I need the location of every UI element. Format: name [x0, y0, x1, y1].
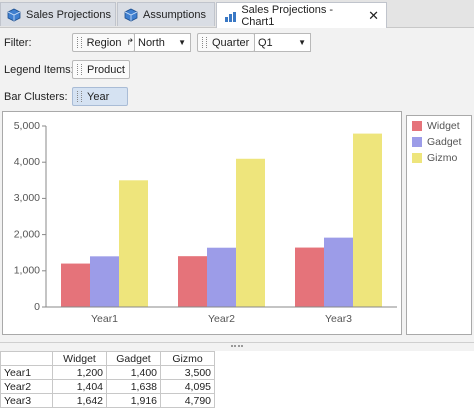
column-header: Gadget	[106, 351, 161, 366]
icon-bar	[233, 11, 236, 22]
splitter[interactable]	[0, 342, 474, 351]
quarter-value: Q1	[258, 36, 273, 49]
legend: Widget Gadget Gizmo	[412, 120, 462, 164]
legend-items-label: Legend Items:	[4, 64, 74, 76]
bar	[178, 256, 207, 307]
y-tick-label: 3,000	[14, 192, 40, 204]
table-cell: 1,404	[52, 379, 107, 394]
bar	[353, 133, 382, 307]
legend-label: Widget	[427, 120, 460, 132]
table-cell: 1,642	[52, 393, 107, 408]
table-cell: 4,095	[160, 379, 215, 394]
filter-label: Filter:	[4, 37, 32, 49]
table-cell: 1,638	[106, 379, 161, 394]
table-header-row: Widget Gadget Gizmo	[0, 351, 215, 366]
tab-label: Assumptions	[143, 8, 206, 21]
corner-cell	[0, 351, 53, 366]
cluster-field[interactable]: Year	[72, 87, 128, 106]
tab-label: Sales Projections - Chart1	[241, 3, 334, 28]
y-tick-label: 1,000	[14, 265, 40, 277]
legend-swatch	[412, 153, 422, 163]
icon-bar	[225, 16, 228, 22]
table-cell: 4,790	[160, 393, 215, 408]
row-header: Year2	[0, 379, 53, 394]
icon-bar	[229, 13, 232, 22]
x-tick-label: Year2	[208, 313, 235, 325]
tab-icon	[225, 11, 236, 22]
bar	[324, 237, 353, 307]
bar-clusters-label: Bar Clusters:	[4, 91, 68, 103]
legend-swatch	[412, 121, 422, 131]
data-table: Widget Gadget Gizmo Year1 1,200 1,400 3,500 Yea…	[0, 351, 215, 408]
icon-cube-face	[124, 11, 138, 21]
table-row: Year2 1,404 1,638 4,095	[0, 379, 215, 394]
tab-icon	[124, 8, 138, 21]
region-field-label: Region	[86, 36, 122, 49]
tab[interactable]: Assumptions	[117, 2, 215, 26]
row-header: Year3	[0, 393, 53, 408]
tab[interactable]: Sales Projections	[0, 2, 116, 26]
icon-cube-face	[7, 11, 21, 21]
bar	[236, 158, 265, 307]
region-dropdown[interactable]: North ▼	[134, 33, 191, 52]
tab-bar: Sales Projections Assumptions Sales Projec…	[0, 0, 474, 28]
bar	[90, 256, 119, 307]
table-row: Year1 1,200 1,400 3,500	[0, 365, 215, 380]
legend-field-label: Product	[87, 63, 125, 76]
table-row: Year3 1,642 1,916 4,790	[0, 393, 215, 408]
legend-panel: Widget Gadget Gizmo	[406, 115, 472, 335]
bar	[119, 180, 148, 307]
bar	[207, 247, 236, 307]
row-header: Year1	[0, 365, 53, 380]
region-value: North	[138, 36, 165, 49]
tab-label: Sales Projections	[26, 8, 111, 21]
table-cell: 1,200	[52, 365, 107, 380]
quarter-field-label: Quarter	[212, 36, 250, 49]
table-cell: 1,400	[106, 365, 161, 380]
x-tick-label: Year1	[91, 313, 118, 325]
chart: 0 1,000 2,000 3,000 4,000 5,000 Year1 Year2 Year…	[14, 120, 397, 325]
quarter-field[interactable]: Quarter	[197, 33, 255, 52]
legend-swatch	[412, 137, 422, 147]
chart-panel: 0 1,000 2,000 3,000 4,000 5,000 Year1 Year2 Year…	[2, 111, 402, 335]
column-header: Gizmo	[160, 351, 215, 366]
tab[interactable]: Sales Projections - Chart1 ✕	[216, 2, 387, 28]
tab-close[interactable]: ✕	[368, 7, 379, 23]
y-tick-label: 2,000	[14, 228, 40, 240]
y-tick-label: 4,000	[14, 156, 40, 168]
y-tick-label: 0	[34, 301, 40, 313]
bar	[61, 263, 90, 307]
bar	[295, 247, 324, 307]
tab-icon	[7, 8, 21, 21]
table-cell: 3,500	[160, 365, 215, 380]
legend-field[interactable]: Product	[72, 60, 130, 79]
table-cell: 1,916	[106, 393, 161, 408]
y-tick-label: 5,000	[14, 120, 40, 132]
x-tick-label: Year3	[325, 313, 352, 325]
legend-label: Gizmo	[427, 152, 457, 164]
quarter-dropdown[interactable]: Q1 ▼	[254, 33, 311, 52]
column-header: Widget	[52, 351, 107, 366]
cluster-field-label: Year	[87, 90, 110, 103]
region-field[interactable]: Region ↱	[72, 33, 135, 52]
legend-label: Gadget	[427, 136, 462, 148]
table-panel: Widget Gadget Gizmo Year1 1,200 1,400 3,500 Yea…	[0, 351, 474, 411]
